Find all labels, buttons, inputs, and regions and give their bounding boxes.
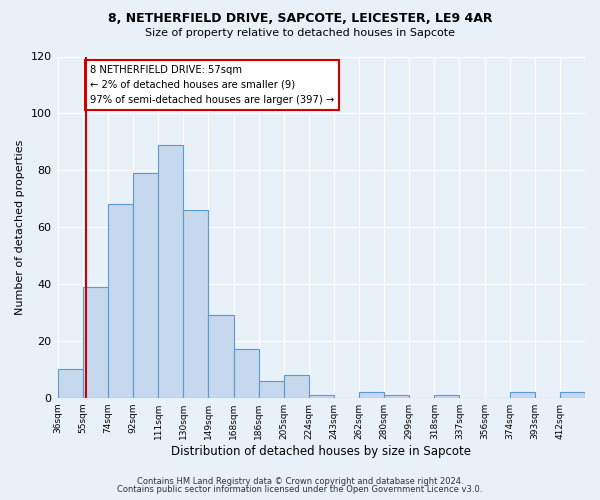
Bar (284, 375, 309, 398)
Bar (58, 370, 83, 398)
Y-axis label: Number of detached properties: Number of detached properties (15, 140, 25, 315)
Bar (509, 392, 535, 398)
Text: Contains HM Land Registry data © Crown copyright and database right 2024.: Contains HM Land Registry data © Crown c… (137, 477, 463, 486)
Bar (309, 395, 334, 398)
Bar (133, 173, 158, 398)
Bar (259, 380, 284, 398)
X-axis label: Distribution of detached houses by size in Sapcote: Distribution of detached houses by size … (171, 444, 471, 458)
Bar (359, 392, 384, 398)
Bar (83, 287, 108, 398)
Text: 8 NETHERFIELD DRIVE: 57sqm
← 2% of detached houses are smaller (9)
97% of semi-d: 8 NETHERFIELD DRIVE: 57sqm ← 2% of detac… (89, 65, 334, 104)
Bar (384, 395, 409, 398)
Text: Contains public sector information licensed under the Open Government Licence v3: Contains public sector information licen… (118, 484, 482, 494)
Bar (208, 315, 233, 398)
Bar (108, 204, 133, 398)
Bar (560, 392, 585, 398)
Bar (233, 350, 259, 398)
Bar (434, 395, 460, 398)
Bar (158, 144, 184, 398)
Text: 8, NETHERFIELD DRIVE, SAPCOTE, LEICESTER, LE9 4AR: 8, NETHERFIELD DRIVE, SAPCOTE, LEICESTER… (108, 12, 492, 26)
Bar (184, 210, 208, 398)
Text: Size of property relative to detached houses in Sapcote: Size of property relative to detached ho… (145, 28, 455, 38)
